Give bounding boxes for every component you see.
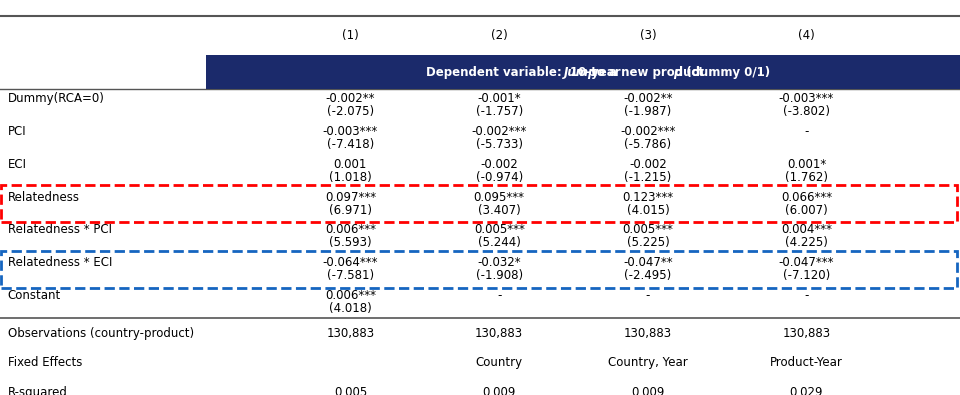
Text: -0.002**: -0.002** [325, 92, 375, 105]
Text: (-1.908): (-1.908) [475, 269, 523, 282]
Text: to a new product: to a new product [584, 66, 708, 79]
Text: (4.015): (4.015) [627, 204, 669, 217]
Text: Country: Country [475, 356, 523, 369]
Text: (5.225): (5.225) [627, 237, 669, 250]
Text: 130,883: 130,883 [624, 327, 672, 340]
Text: 0.006***: 0.006*** [324, 289, 376, 302]
Text: 0.097***: 0.097*** [324, 190, 376, 203]
Text: (-1.987): (-1.987) [624, 105, 672, 118]
Text: -0.002**: -0.002** [623, 92, 673, 105]
Text: 0.029: 0.029 [790, 386, 823, 395]
Text: Fixed Effects: Fixed Effects [8, 356, 82, 369]
Text: Country, Year: Country, Year [608, 356, 688, 369]
Text: -0.003***: -0.003*** [779, 92, 834, 105]
Text: -: - [497, 289, 501, 302]
Text: R-squared: R-squared [8, 386, 67, 395]
Text: -: - [804, 289, 808, 302]
Text: (-7.581): (-7.581) [326, 269, 374, 282]
Text: (-5.786): (-5.786) [624, 138, 672, 151]
Text: (-7.418): (-7.418) [326, 138, 374, 151]
Text: PCI: PCI [8, 125, 26, 138]
Text: -: - [804, 125, 808, 138]
Text: (2): (2) [491, 29, 508, 42]
Text: (-1.757): (-1.757) [475, 105, 523, 118]
Text: -0.047***: -0.047*** [779, 256, 834, 269]
Text: Relatedness * ECI: Relatedness * ECI [8, 256, 112, 269]
Text: (dummy 0/1): (dummy 0/1) [679, 66, 770, 79]
Text: Relatedness: Relatedness [8, 190, 80, 203]
Text: Relatedness * PCI: Relatedness * PCI [8, 223, 111, 236]
Text: (1.018): (1.018) [329, 171, 372, 184]
Text: (6.007): (6.007) [785, 204, 828, 217]
Text: Dummy(RCA=0): Dummy(RCA=0) [8, 92, 105, 105]
Text: 0.095***: 0.095*** [473, 190, 525, 203]
Text: -0.047**: -0.047** [623, 256, 673, 269]
Text: (1): (1) [342, 29, 359, 42]
Text: -: - [646, 289, 650, 302]
Text: 130,883: 130,883 [475, 327, 523, 340]
Text: (-3.802): (-3.802) [783, 105, 829, 118]
Text: 0.066***: 0.066*** [780, 190, 832, 203]
Text: -0.032*: -0.032* [477, 256, 521, 269]
Text: Dependent variable:  10-year: Dependent variable: 10-year [426, 66, 625, 79]
Text: 130,883: 130,883 [326, 327, 374, 340]
Text: (6.971): (6.971) [329, 204, 372, 217]
Text: (4.225): (4.225) [785, 237, 828, 250]
Text: Product-Year: Product-Year [770, 356, 843, 369]
Text: 0.123***: 0.123*** [622, 190, 674, 203]
Text: Jump: Jump [564, 66, 597, 79]
Text: (-5.733): (-5.733) [476, 138, 522, 151]
Text: -0.064***: -0.064*** [323, 256, 378, 269]
Text: -0.002***: -0.002*** [471, 125, 527, 138]
Text: 0.005***: 0.005*** [623, 223, 673, 236]
Text: (4): (4) [798, 29, 815, 42]
Text: (-2.495): (-2.495) [624, 269, 672, 282]
Text: -0.001*: -0.001* [477, 92, 521, 105]
Text: (3.407): (3.407) [478, 204, 520, 217]
Text: 0.004***: 0.004*** [780, 223, 832, 236]
Text: (5.244): (5.244) [478, 237, 520, 250]
Text: (-2.075): (-2.075) [326, 105, 374, 118]
Text: 130,883: 130,883 [782, 327, 830, 340]
Text: (3): (3) [639, 29, 657, 42]
Text: -0.002: -0.002 [480, 158, 518, 171]
Text: p: p [674, 66, 682, 79]
Text: (-7.120): (-7.120) [782, 269, 830, 282]
Text: -0.002: -0.002 [629, 158, 667, 171]
Text: -0.003***: -0.003*** [323, 125, 378, 138]
Text: 0.005***: 0.005*** [474, 223, 524, 236]
Text: 0.009: 0.009 [632, 386, 664, 395]
Bar [206, 55, 960, 89]
Text: ECI: ECI [8, 158, 27, 171]
Text: Constant: Constant [8, 289, 60, 302]
Text: (-0.974): (-0.974) [475, 171, 523, 184]
Text: (4.018): (4.018) [329, 302, 372, 315]
Text: -0.002***: -0.002*** [620, 125, 676, 138]
Text: 0.005: 0.005 [334, 386, 367, 395]
Text: (5.593): (5.593) [329, 237, 372, 250]
Text: 0.009: 0.009 [483, 386, 516, 395]
Text: 0.001*: 0.001* [787, 158, 826, 171]
Text: Observations (country-product): Observations (country-product) [8, 327, 194, 340]
Text: 0.001: 0.001 [334, 158, 367, 171]
Text: (-1.215): (-1.215) [624, 171, 672, 184]
Text: (1.762): (1.762) [785, 171, 828, 184]
Text: 0.006***: 0.006*** [324, 223, 376, 236]
